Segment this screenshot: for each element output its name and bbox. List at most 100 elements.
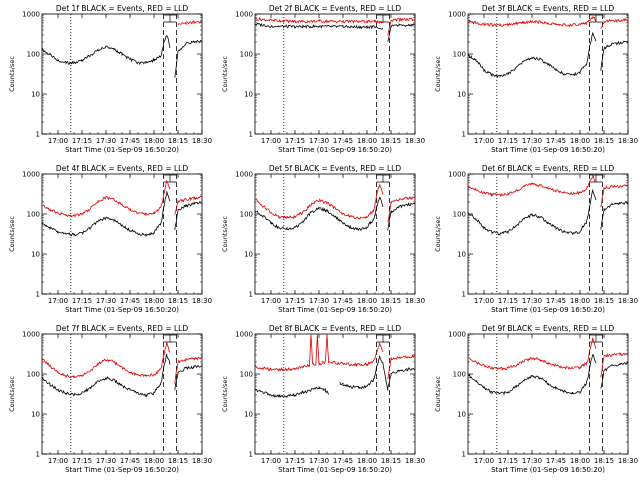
- panel-title: Det 4f BLACK = Events, RED = LLD: [56, 164, 189, 173]
- y-tick-label: 1000: [448, 11, 466, 19]
- plot-frame: [254, 13, 416, 135]
- x-tick-label: 18:00: [357, 297, 377, 305]
- y-axis-label: Counts/sec: [221, 216, 229, 252]
- lld-series-line: [177, 20, 203, 26]
- x-tick-label: 18:15: [594, 137, 614, 145]
- x-tick-label: 18:15: [594, 297, 614, 305]
- lld-series-line: [41, 180, 203, 218]
- x-axis-label: Start Time (01-Sep-09 16:50:20): [491, 306, 605, 314]
- x-tick-label: 17:15: [498, 137, 518, 145]
- x-tick-label: 17:45: [333, 297, 353, 305]
- y-tick-label: 1: [249, 291, 253, 299]
- panel-title: Det 9f BLACK = Events, RED = LLD: [482, 324, 615, 333]
- interval-marker: [589, 334, 603, 343]
- x-tick-label: 17:00: [48, 297, 68, 305]
- x-tick-label: 18:30: [192, 297, 212, 305]
- x-tick-label: 18:30: [405, 137, 425, 145]
- x-tick-label: 17:00: [261, 137, 281, 145]
- detector-panel: Det 6f BLACK = Events, RED = LLD 1 10 100 10…: [434, 164, 638, 314]
- x-tick-label: 17:45: [333, 137, 353, 145]
- x-tick-label: 17:45: [546, 137, 566, 145]
- x-axis-label: Start Time (01-Sep-09 16:50:20): [65, 146, 179, 154]
- y-axis-label: Counts/sec: [221, 376, 229, 412]
- x-tick-label: 17:30: [522, 457, 542, 465]
- lld-series-line: [467, 174, 629, 208]
- y-tick-label: 1000: [22, 11, 40, 19]
- x-axis-label: Start Time (01-Sep-09 16:50:20): [65, 466, 179, 474]
- plot-frame: [254, 333, 416, 455]
- events-series-line: [41, 191, 203, 238]
- panel-title: Det 7f BLACK = Events, RED = LLD: [56, 324, 189, 333]
- x-tick-label: 17:00: [474, 137, 494, 145]
- plot-frame: [41, 13, 203, 135]
- interval-marker: [376, 14, 390, 23]
- y-tick-label: 100: [453, 51, 466, 59]
- interval-marker: [163, 174, 177, 183]
- panel-title: Det 5f BLACK = Events, RED = LLD: [269, 164, 402, 173]
- events-series-line: [255, 355, 416, 399]
- y-tick-label: 1000: [235, 331, 253, 339]
- x-tick-label: 17:15: [72, 137, 92, 145]
- x-tick-label: 18:15: [168, 297, 188, 305]
- x-axis-label: Start Time (01-Sep-09 16:50:20): [491, 146, 605, 154]
- x-tick-label: 18:15: [594, 457, 614, 465]
- lld-series-line: [254, 184, 416, 223]
- y-axis-label: Counts/sec: [434, 216, 442, 252]
- y-tick-label: 10: [31, 251, 40, 259]
- y-tick-label: 10: [244, 411, 253, 419]
- x-tick-label: 17:15: [285, 297, 305, 305]
- x-tick-label: 18:15: [381, 137, 401, 145]
- x-axis-label: Start Time (01-Sep-09 16:50:20): [278, 306, 392, 314]
- x-tick-label: 17:30: [522, 297, 542, 305]
- x-tick-label: 17:45: [546, 297, 566, 305]
- interval-marker: [376, 174, 390, 183]
- panel-title: Det 2f BLACK = Events, RED = LLD: [269, 4, 402, 13]
- x-tick-label: 18:30: [192, 137, 212, 145]
- y-tick-label: 1000: [448, 171, 466, 179]
- y-tick-label: 1000: [235, 171, 253, 179]
- y-tick-label: 1: [249, 451, 253, 459]
- x-tick-label: 17:45: [546, 457, 566, 465]
- detector-panel: Det 2f BLACK = Events, RED = LLD 1 10 100 10…: [221, 4, 425, 154]
- y-axis-label: Counts/sec: [8, 376, 16, 412]
- panel-title: Det 8f BLACK = Events, RED = LLD: [269, 324, 402, 333]
- y-tick-label: 1: [36, 451, 40, 459]
- y-axis-label: Counts/sec: [434, 56, 442, 92]
- events-series-line: [254, 22, 416, 42]
- x-tick-label: 17:45: [120, 457, 140, 465]
- x-tick-label: 18:00: [144, 137, 164, 145]
- y-tick-label: 1000: [22, 171, 40, 179]
- x-tick-label: 17:15: [498, 297, 518, 305]
- x-axis-label: Start Time (01-Sep-09 16:50:20): [65, 306, 179, 314]
- interval-marker: [589, 14, 603, 23]
- y-tick-label: 100: [27, 371, 40, 379]
- detector-panel: Det 4f BLACK = Events, RED = LLD 1 10 100 10…: [8, 164, 212, 314]
- events-series-line: [467, 32, 629, 78]
- x-tick-label: 18:00: [570, 297, 590, 305]
- x-tick-label: 18:00: [570, 137, 590, 145]
- y-tick-label: 10: [457, 91, 466, 99]
- y-tick-label: 1000: [235, 11, 253, 19]
- events-series-line: [254, 196, 416, 232]
- x-tick-label: 17:45: [333, 457, 353, 465]
- x-tick-label: 17:45: [120, 297, 140, 305]
- x-tick-label: 17:00: [474, 297, 494, 305]
- x-tick-label: 17:30: [309, 297, 329, 305]
- panel-title: Det 3f BLACK = Events, RED = LLD: [482, 4, 615, 13]
- x-tick-label: 18:00: [570, 457, 590, 465]
- x-tick-label: 18:15: [168, 457, 188, 465]
- x-tick-label: 17:15: [498, 457, 518, 465]
- detector-panel: Det 9f BLACK = Events, RED = LLD 1 10 100 10…: [434, 324, 638, 474]
- x-tick-label: 18:00: [357, 137, 377, 145]
- x-tick-label: 17:00: [48, 457, 68, 465]
- interval-marker: [163, 334, 177, 343]
- x-tick-label: 18:30: [618, 297, 638, 305]
- y-tick-label: 10: [457, 251, 466, 259]
- x-tick-label: 18:30: [192, 457, 212, 465]
- y-tick-label: 100: [27, 211, 40, 219]
- events-series-line: [467, 189, 629, 236]
- x-axis-label: Start Time (01-Sep-09 16:50:20): [278, 466, 392, 474]
- x-axis-label: Start Time (01-Sep-09 16:50:20): [278, 146, 392, 154]
- x-tick-label: 17:15: [285, 457, 305, 465]
